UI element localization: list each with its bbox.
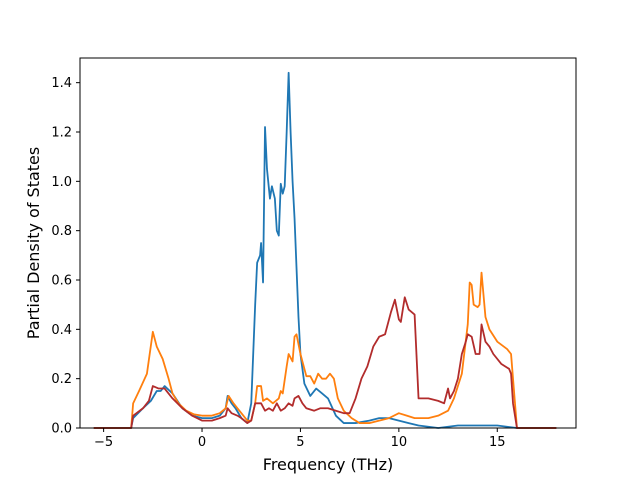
y-tick-label: 0.2 [51, 372, 72, 387]
y-tick-label: 0.4 [51, 323, 72, 338]
x-tick-label: 5 [296, 435, 304, 450]
series-line-1 [93, 71, 557, 429]
axis-ticks: −5 0 5 10 15 0.0 0.2 0.4 0.6 0.8 1.0 1.2 1.4 [51, 76, 505, 450]
x-tick-label: −5 [94, 435, 113, 450]
y-tick-label: 0.8 [51, 224, 72, 239]
x-axis-label: Frequency (THz) [263, 455, 393, 474]
series-line-3 [93, 296, 557, 429]
y-tick-label: 0.6 [51, 274, 72, 289]
y-tick-label: 1.0 [51, 175, 72, 190]
y-tick-label: 1.4 [51, 76, 72, 91]
y-tick-label: 0.0 [51, 422, 72, 437]
plot-lines [93, 71, 557, 429]
x-tick-label: 10 [391, 435, 408, 450]
x-tick-label: 15 [489, 435, 506, 450]
y-tick-label: 1.2 [51, 126, 72, 141]
series-line-2 [93, 271, 557, 429]
y-axis-label: Partial Density of States [24, 147, 43, 339]
x-tick-label: 0 [198, 435, 206, 450]
plot-frame [79, 57, 577, 429]
